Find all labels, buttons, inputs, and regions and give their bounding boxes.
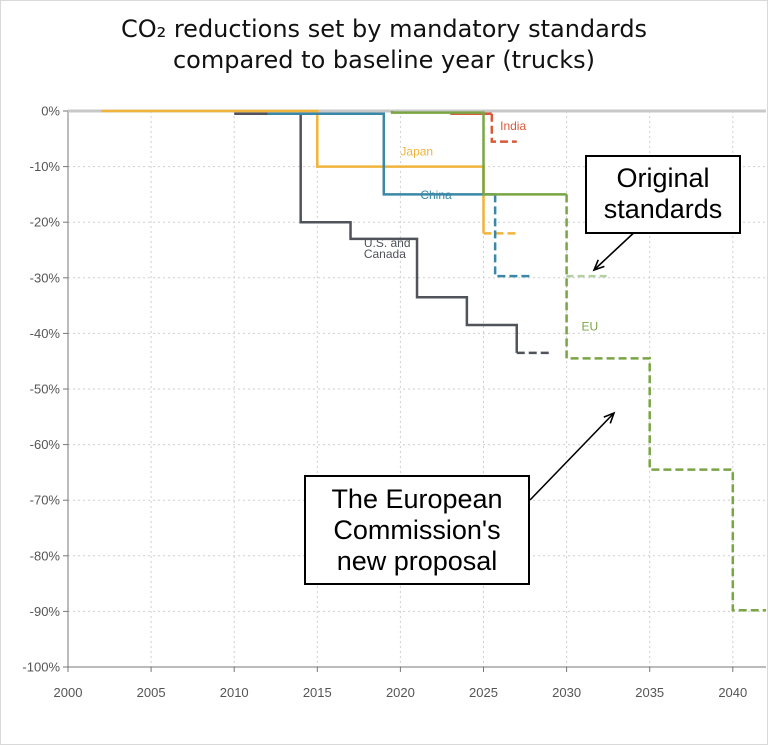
x-tick-label: 2020 [386, 685, 415, 700]
chart-title-line-1: CO₂ reductions set by mandatory standard… [120, 15, 648, 43]
y-tick-label: 0% [41, 104, 60, 119]
x-tick-label: 2035 [635, 685, 664, 700]
y-tick-label: -90% [30, 604, 61, 619]
series-label-china: China [420, 188, 452, 202]
series-label-eu: EU [582, 320, 599, 334]
y-tick-label: -60% [30, 437, 61, 452]
y-tick-label: -30% [30, 270, 61, 285]
series-line-eu [390, 111, 567, 196]
original-standards-line-1: Original [616, 163, 710, 193]
original-standards-arrow [593, 226, 641, 271]
x-tick-label: 2030 [552, 685, 581, 700]
x-tick-label: 2005 [137, 685, 166, 700]
y-tick-label: -50% [30, 382, 61, 397]
series-line-china-dashed [493, 194, 534, 278]
x-tick-label: 2040 [718, 685, 747, 700]
original-standards-line-2: standards [603, 194, 723, 224]
original-standards-arrow-head [592, 259, 605, 272]
series-label-u-s-and-canada: U.S. and Canada [364, 236, 411, 261]
y-tick-label: -100% [22, 660, 60, 675]
y-tick-label: -10% [30, 159, 61, 174]
chart-title-line-2: compared to baseline year (trucks) [172, 46, 596, 74]
series-line-eu-dashed [565, 194, 767, 612]
y-tick-label: -70% [30, 493, 61, 508]
series-line-u-s-and-canada [234, 112, 518, 353]
series-label-india: India [500, 119, 526, 133]
chart-title: CO₂ reductions set by mandatory standard… [0, 14, 768, 76]
new-proposal-line-2: Commission's [333, 515, 501, 545]
x-tick-label: 2010 [220, 685, 249, 700]
new-proposal-line-3: new proposal [336, 546, 498, 576]
series-label-japan: Japan [400, 144, 433, 158]
x-tick-label: 2025 [469, 685, 498, 700]
x-tick-label: 2015 [303, 685, 332, 700]
new-proposal-callout: The European Commission's new proposal [304, 475, 530, 585]
x-tick-label: 2000 [54, 685, 83, 700]
new-proposal-arrow [529, 412, 615, 501]
y-tick-label: -80% [30, 548, 61, 563]
series-line-japan [101, 109, 485, 234]
new-proposal-arrow-head [603, 411, 616, 424]
y-tick-label: -20% [30, 215, 61, 230]
original-standards-callout: Original standards [585, 155, 741, 234]
new-proposal-line-1: The European [331, 484, 503, 514]
y-tick-label: -40% [30, 326, 61, 341]
series-line-india-dashed [490, 113, 517, 143]
